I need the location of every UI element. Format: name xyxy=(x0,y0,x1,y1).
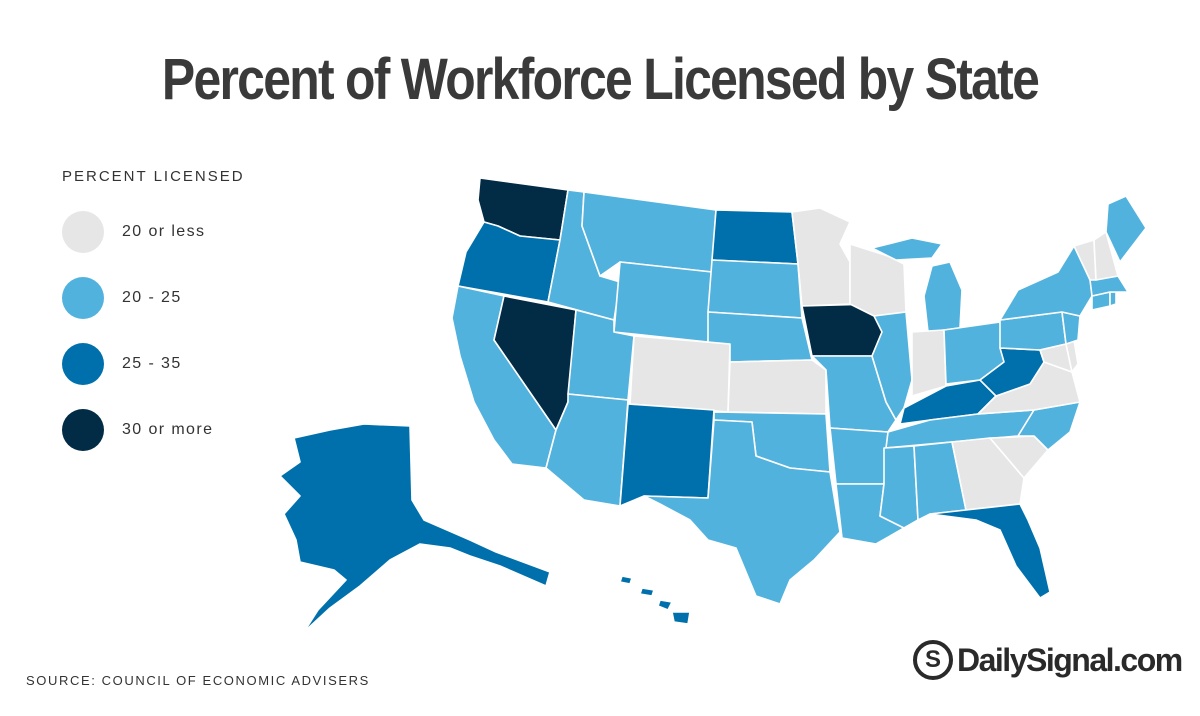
legend-label: 30 or more xyxy=(122,421,214,438)
state-michigan xyxy=(923,261,963,333)
legend-item: 30 or more xyxy=(62,397,245,463)
legend-swatch xyxy=(62,211,104,253)
state-rhode-island xyxy=(1109,291,1117,307)
legend-swatch xyxy=(62,277,104,319)
state-illinois xyxy=(871,311,913,421)
state-alaska xyxy=(279,423,551,633)
state-north-dakota xyxy=(711,209,799,265)
legend-item: 20 or less xyxy=(62,199,245,265)
state-new-hampshire xyxy=(1093,231,1119,281)
state-michigan-up xyxy=(871,237,943,261)
source-note: SOURCE: COUNCIL OF ECONOMIC ADVISERS xyxy=(26,673,370,688)
state-hawaii xyxy=(619,575,691,625)
state-montana xyxy=(581,191,717,277)
brand-logo: S DailySignal.com xyxy=(913,640,1183,680)
legend-label: 20 - 25 xyxy=(122,289,182,306)
state-maine xyxy=(1105,195,1147,263)
state-indiana xyxy=(911,329,947,397)
state-new-jersey xyxy=(1061,311,1081,345)
state-wyoming xyxy=(613,261,713,343)
state-arkansas xyxy=(829,427,889,485)
state-texas xyxy=(643,419,841,605)
page-title: Percent of Workforce Licensed by State xyxy=(161,47,1040,112)
legend-item: 25 - 35 xyxy=(62,331,245,397)
state-mississippi xyxy=(879,445,919,529)
state-colorado xyxy=(629,335,731,413)
brand-text: DailySignal.com xyxy=(957,641,1183,678)
state-new-mexico xyxy=(619,403,715,507)
legend-label: 20 or less xyxy=(122,223,206,240)
legend-swatch xyxy=(62,409,104,451)
dollar-s-icon: S xyxy=(913,640,953,680)
legend: PERCENT LICENSED 20 or less 20 - 25 25 -… xyxy=(62,168,245,463)
legend-title: PERCENT LICENSED xyxy=(62,168,245,185)
legend-item: 20 - 25 xyxy=(62,265,245,331)
state-south-dakota xyxy=(707,259,803,319)
state-kansas xyxy=(727,359,827,415)
state-georgia xyxy=(951,437,1025,511)
legend-label: 25 - 35 xyxy=(122,355,182,372)
state-minnesota xyxy=(791,207,851,307)
state-florida xyxy=(929,503,1051,599)
state-new-york xyxy=(999,245,1093,321)
legend-swatch xyxy=(62,343,104,385)
